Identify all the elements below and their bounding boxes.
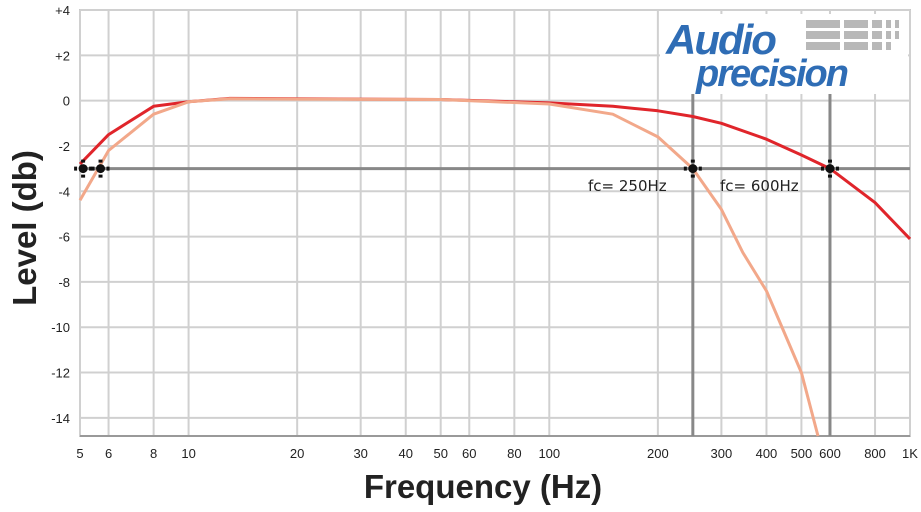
x-tick-label: 8 — [150, 446, 157, 461]
marker-tick — [81, 174, 86, 178]
y-tick-label: -4 — [58, 184, 70, 199]
x-tick-label: 300 — [711, 446, 733, 461]
x-tick-label: 500 — [791, 446, 813, 461]
x-tick-label: 200 — [647, 446, 669, 461]
marker-tick — [74, 166, 78, 171]
x-tick-label: 50 — [433, 446, 447, 461]
marker-tick — [827, 174, 832, 178]
marker-tick — [698, 166, 702, 171]
logo-text-precision: precision — [695, 53, 848, 95]
x-tick-label: 100 — [538, 446, 560, 461]
y-tick-label: +4 — [55, 3, 70, 18]
x-tick-label: 30 — [353, 446, 367, 461]
marker-tick — [89, 166, 93, 171]
cutoff-markers — [74, 159, 839, 178]
x-tick-label: 600 — [819, 446, 841, 461]
marker-tick — [827, 159, 832, 163]
marker-tick — [98, 174, 103, 178]
x-tick-label: 5 — [76, 446, 83, 461]
series-line-2 — [78, 97, 820, 437]
marker-dot — [688, 164, 698, 174]
y-tick-label: -14 — [51, 411, 70, 426]
marker-tick — [820, 166, 824, 171]
cutoff-marker — [820, 159, 839, 178]
x-tick-label: 80 — [507, 446, 521, 461]
x-tick-label: 400 — [756, 446, 778, 461]
logo-text-audio: Audio — [665, 16, 776, 63]
series-lines — [78, 96, 912, 437]
marker-dot — [825, 164, 835, 174]
x-tick-label: 6 — [105, 446, 112, 461]
cutoff-marker — [74, 159, 93, 178]
y-tick-label: -10 — [51, 320, 70, 335]
marker-tick — [91, 166, 95, 171]
marker-tick — [690, 159, 695, 163]
x-tick-label: 20 — [290, 446, 304, 461]
marker-tick — [690, 174, 695, 178]
marker-dot — [78, 164, 88, 174]
marker-tick — [835, 166, 839, 171]
cutoff-marker — [91, 159, 110, 178]
y-tick-label: -12 — [51, 366, 70, 381]
x-tick-label: 10 — [181, 446, 195, 461]
y-tick-label: -2 — [58, 139, 70, 154]
x-tick-label: 40 — [399, 446, 413, 461]
marker-tick — [98, 159, 103, 163]
x-axis-label: Frequency (Hz) — [364, 468, 602, 505]
annotation-fc-600: fc= 600Hz — [720, 177, 799, 195]
y-axis-label: Level (db) — [6, 150, 43, 306]
y-tick-labels: +4 +2 0 -2 -4 -6 -8 -10 -12 -14 — [51, 3, 70, 426]
series-line-1 — [78, 96, 912, 240]
marker-tick — [81, 159, 86, 163]
marker-tick — [683, 166, 687, 171]
x-tick-labels: 5 6 8 10 20 30 40 50 60 80 100 200 300 400 500 600 800 1K — [76, 446, 918, 461]
x-tick-label: 800 — [864, 446, 886, 461]
marker-tick — [106, 166, 110, 171]
y-tick-label: +2 — [55, 48, 70, 63]
y-tick-label: 0 — [63, 94, 70, 109]
reference-lines — [80, 94, 910, 436]
cutoff-marker — [683, 159, 702, 178]
y-tick-label: -6 — [58, 230, 70, 245]
x-tick-label: 60 — [462, 446, 476, 461]
marker-dot — [96, 164, 106, 174]
y-tick-label: -8 — [58, 275, 70, 290]
annotation-fc-250: fc= 250Hz — [588, 177, 667, 195]
audio-precision-logo: Audio precision — [660, 14, 908, 95]
x-tick-label: 1K — [902, 446, 918, 461]
